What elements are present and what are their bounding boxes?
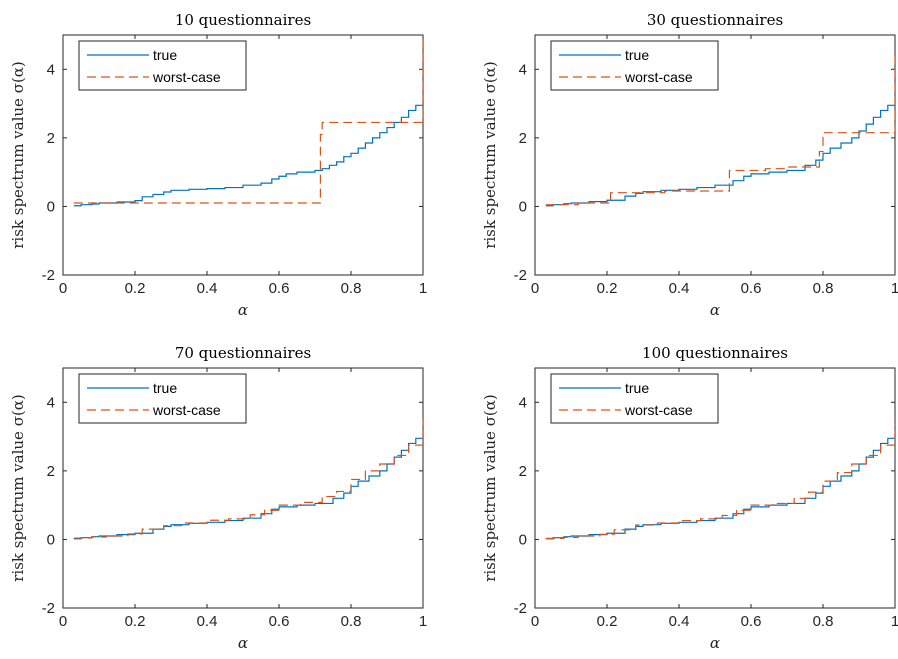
series-true-line <box>545 100 895 207</box>
plot-area <box>73 419 423 540</box>
y-axis-label: risk spectrum value σ(α) <box>9 394 27 582</box>
x-tick-label: 0.2 <box>597 280 618 297</box>
x-tick-label: 0 <box>531 280 539 297</box>
legend-box <box>78 40 247 91</box>
y-tick-label: 2 <box>519 130 527 147</box>
x-tick-label: 0.2 <box>125 280 146 297</box>
x-tick-label: 0 <box>531 613 539 630</box>
series-worst-case-line <box>545 55 895 206</box>
x-tick-label: 0.4 <box>669 613 690 630</box>
series-true-line <box>545 433 895 540</box>
y-tick-label: 0 <box>519 198 527 215</box>
y-tick-label: 4 <box>47 61 55 78</box>
legend-box <box>78 373 247 424</box>
legend: true worst-case <box>78 373 247 424</box>
x-axis-label: α <box>710 301 720 319</box>
y-tick-label: 2 <box>47 463 55 480</box>
legend-label: worst-case <box>624 402 693 418</box>
x-axis-label: α <box>238 634 248 652</box>
y-tick-label: 0 <box>519 531 527 548</box>
x-tick-label: 0.2 <box>597 613 618 630</box>
x-tick-label: 1 <box>419 280 427 297</box>
x-tick-label: 0.2 <box>125 613 146 630</box>
chart-title: 10 questionnaires <box>175 11 311 29</box>
legend-label: true <box>153 380 177 396</box>
x-axis-label: α <box>710 634 720 652</box>
x-tick-label: 0.6 <box>269 280 290 297</box>
y-tick-label: 2 <box>519 463 527 480</box>
x-tick-label: 0.4 <box>197 280 218 297</box>
y-axis-label: risk spectrum value σ(α) <box>481 394 499 582</box>
y-tick-label: -2 <box>42 267 55 284</box>
y-tick-label: 4 <box>519 61 527 78</box>
x-tick-label: 0.6 <box>269 613 290 630</box>
plot-area <box>73 35 423 207</box>
legend: true worst-case <box>78 40 247 91</box>
legend: true worst-case <box>550 373 719 424</box>
series-worst-case-line <box>73 419 423 539</box>
legend-label: worst-case <box>152 69 221 85</box>
y-tick-label: 4 <box>47 394 55 411</box>
legend-label: true <box>625 380 649 396</box>
x-tick-label: 0.6 <box>741 280 762 297</box>
y-tick-label: 0 <box>47 198 55 215</box>
plot-area <box>545 55 895 207</box>
series-worst-case-line <box>545 422 895 539</box>
legend-label: worst-case <box>152 402 221 418</box>
x-tick-label: 0 <box>59 613 67 630</box>
x-tick-label: 0.8 <box>341 280 362 297</box>
y-tick-label: 4 <box>519 394 527 411</box>
x-tick-label: 0.4 <box>197 613 218 630</box>
chart-title: 100 questionnaires <box>642 344 788 362</box>
series-true-line <box>73 100 423 207</box>
series-true-line <box>73 433 423 540</box>
x-tick-label: 0.6 <box>741 613 762 630</box>
x-tick-label: 0.8 <box>341 613 362 630</box>
x-tick-label: 1 <box>891 613 898 630</box>
legend-box <box>550 40 719 91</box>
series-worst-case-line <box>73 35 423 204</box>
legend-label: true <box>625 47 649 63</box>
x-tick-label: 0 <box>59 280 67 297</box>
x-tick-label: 1 <box>891 280 898 297</box>
legend: true worst-case <box>550 40 719 91</box>
y-tick-label: 0 <box>47 531 55 548</box>
y-tick-label: -2 <box>514 267 527 284</box>
y-tick-label: -2 <box>42 600 55 617</box>
x-tick-label: 1 <box>419 613 427 630</box>
y-tick-label: 2 <box>47 130 55 147</box>
y-axis-label: risk spectrum value σ(α) <box>9 61 27 249</box>
chart-title: 30 questionnaires <box>647 11 783 29</box>
x-tick-label: 0.8 <box>813 613 834 630</box>
legend-label: true <box>153 47 177 63</box>
y-tick-label: -2 <box>514 600 527 617</box>
legend-box <box>550 373 719 424</box>
plot-area <box>545 422 895 540</box>
y-axis-label: risk spectrum value σ(α) <box>481 61 499 249</box>
legend-label: worst-case <box>624 69 693 85</box>
x-axis-label: α <box>238 301 248 319</box>
x-tick-label: 0.8 <box>813 280 834 297</box>
x-tick-label: 0.4 <box>669 280 690 297</box>
chart-title: 70 questionnaires <box>175 344 311 362</box>
